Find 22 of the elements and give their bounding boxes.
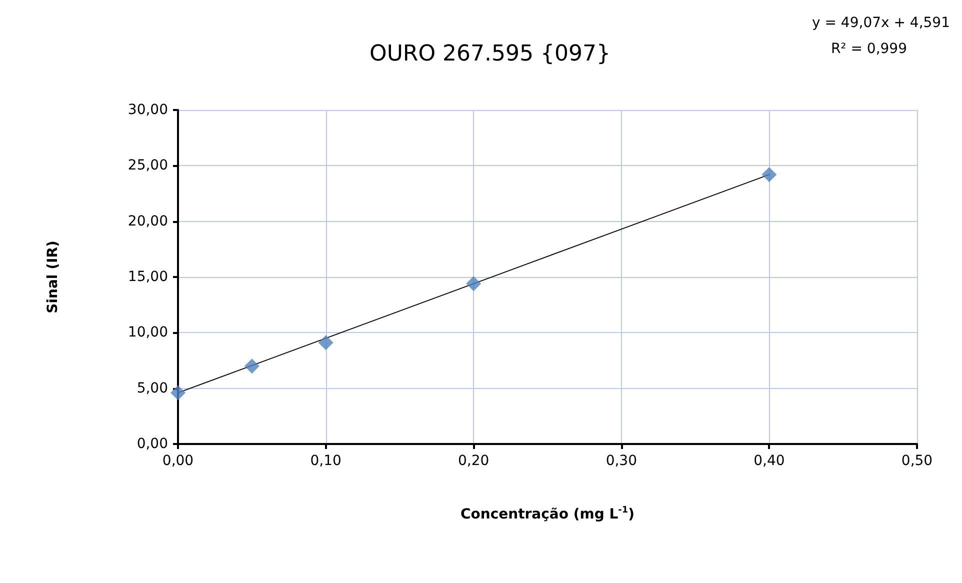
point (466, 276, 482, 292)
point (318, 335, 334, 350)
x-tick-label: 0,30 (606, 453, 637, 469)
y-axis-title: Sinal (IR) (45, 240, 61, 314)
x-tick-label: 0,20 (458, 453, 490, 469)
chart-title: OURO 267.595 {097} (370, 42, 610, 66)
x-tick-label: 0,50 (901, 453, 933, 469)
y-tick-label: 10,00 (128, 324, 168, 341)
x-tick-label: 0,10 (310, 453, 342, 469)
y-tick-label: 5,00 (136, 380, 168, 396)
point (170, 385, 186, 400)
text: R² = 0,999 (830, 41, 908, 57)
y-tick-label: 0,00 (136, 436, 168, 452)
x-tick-label: 0,00 (162, 453, 194, 469)
point (244, 358, 260, 374)
y-tick-label: 25,00 (128, 158, 168, 174)
y-tick-label: 20,00 (128, 213, 168, 230)
text: y = 49,07x + 4,591 (812, 15, 950, 31)
point (762, 167, 777, 182)
x-tick-label: 0,40 (754, 453, 785, 469)
y-tick-label: 30,00 (128, 102, 168, 118)
y-tick-label: 15,00 (128, 269, 168, 285)
